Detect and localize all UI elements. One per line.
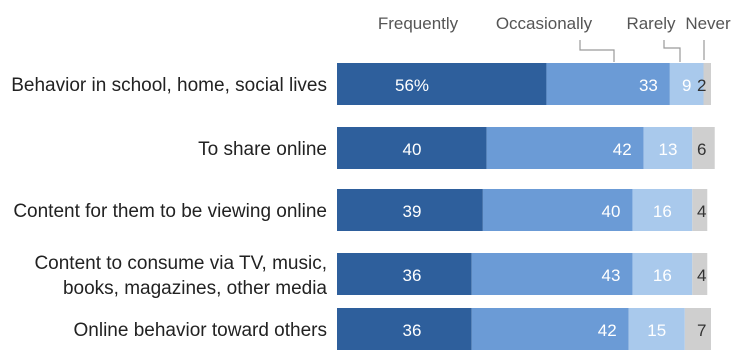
legend-rarely: Rarely xyxy=(626,14,676,33)
bar-segment-occasionally xyxy=(471,308,629,350)
bar-segment-frequently xyxy=(337,189,483,231)
legend: Frequently Occasionally Rarely Never xyxy=(378,14,731,62)
data-label: 40 xyxy=(403,140,422,159)
legend-connector xyxy=(663,40,681,62)
legend-occasionally: Occasionally xyxy=(496,14,593,33)
bar-segment-never xyxy=(703,63,711,105)
legend-connector xyxy=(579,40,615,62)
bar-segment-rarely xyxy=(628,308,685,350)
data-label: 16 xyxy=(653,202,672,221)
bars: 56% 33 9 2 40 42 13 6 39 40 16 4 36 43 16 4 36 42 15 7 xyxy=(337,63,715,350)
data-label: 40 xyxy=(602,202,621,221)
data-label: 4 xyxy=(697,202,706,221)
data-label: 2 xyxy=(697,76,706,95)
bar-segment-rarely xyxy=(669,63,704,105)
data-label: 43 xyxy=(602,266,621,285)
data-label: 16 xyxy=(653,266,672,285)
bar-segment-occasionally xyxy=(471,253,633,295)
bar-segment-never xyxy=(684,308,711,350)
category-label: Online behavior toward others xyxy=(74,320,327,341)
data-label: 36 xyxy=(403,266,422,285)
bar-segment-never xyxy=(692,189,708,231)
data-label: 13 xyxy=(659,140,678,159)
data-label: 9 xyxy=(682,76,691,95)
data-label: 33 xyxy=(639,76,658,95)
data-label: 6 xyxy=(697,140,706,159)
category-label: To share online xyxy=(198,139,327,160)
data-label: 36 xyxy=(403,321,422,340)
data-label: 7 xyxy=(697,321,706,340)
bar-segment-frequently xyxy=(337,308,472,350)
data-label: 39 xyxy=(403,202,422,221)
bar-segment-rarely xyxy=(632,253,693,295)
legend-never: Never xyxy=(685,14,731,33)
category-label: Content to consume via TV, music, xyxy=(34,253,327,274)
bar-segment-occasionally xyxy=(482,189,633,231)
data-label: 42 xyxy=(598,321,617,340)
legend-frequently: Frequently xyxy=(378,14,459,33)
bar-segment-frequently xyxy=(337,63,547,105)
category-label: Behavior in school, home, social lives xyxy=(11,75,327,96)
bar-segment-occasionally xyxy=(486,127,644,169)
bar-segment-frequently xyxy=(337,127,487,169)
bar-segment-rarely xyxy=(632,189,693,231)
data-label: 4 xyxy=(697,266,706,285)
data-label: 56% xyxy=(395,76,429,95)
bar-segment-never xyxy=(692,127,715,169)
category-label: books, magazines, other media xyxy=(63,278,327,299)
data-label: 15 xyxy=(647,321,666,340)
bar-segment-occasionally xyxy=(546,63,670,105)
bar-segment-rarely xyxy=(643,127,693,169)
bar-segment-frequently xyxy=(337,253,472,295)
bar-segment-never xyxy=(692,253,708,295)
data-label: 42 xyxy=(613,140,632,159)
category-label: Content for them to be viewing online xyxy=(13,201,327,222)
category-labels: Behavior in school, home, social lives To… xyxy=(11,75,327,341)
